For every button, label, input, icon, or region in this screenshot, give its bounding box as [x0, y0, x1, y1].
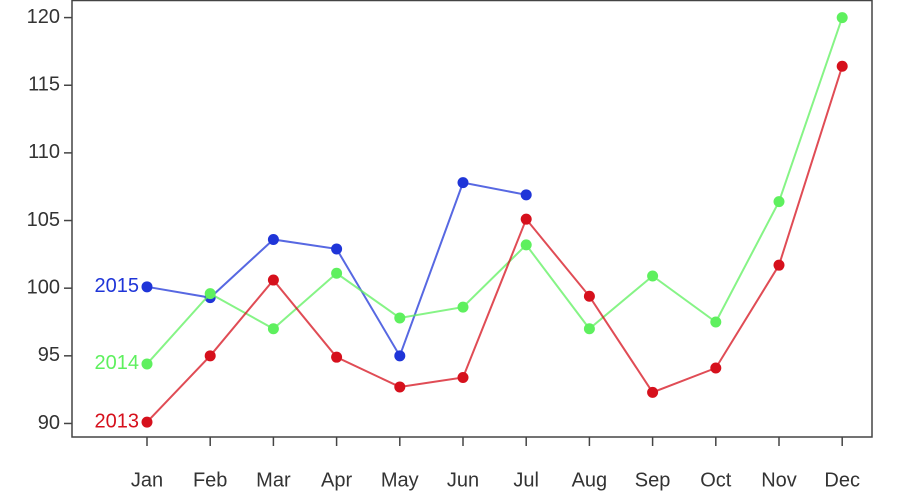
data-point	[204, 288, 216, 300]
data-point	[204, 350, 216, 362]
series-label: 2013	[95, 410, 140, 432]
data-point	[267, 274, 279, 286]
data-point	[836, 12, 848, 24]
x-tick-label: May	[381, 469, 419, 491]
data-point	[141, 358, 153, 370]
x-tick-label: Dec	[824, 469, 860, 491]
data-point	[520, 213, 532, 225]
data-point	[141, 281, 153, 293]
plot-frame	[71, 0, 873, 438]
data-point	[394, 350, 406, 362]
data-point	[520, 189, 532, 201]
data-point	[583, 323, 595, 335]
data-point	[394, 381, 406, 393]
x-tick-label: Feb	[193, 469, 227, 491]
data-point	[267, 323, 279, 335]
data-point	[331, 243, 343, 255]
data-point	[773, 259, 785, 271]
y-tick-label: 95	[38, 344, 60, 366]
data-point	[647, 386, 659, 398]
y-tick-label: 100	[27, 276, 60, 298]
data-point	[836, 60, 848, 72]
data-point	[773, 196, 785, 208]
data-point	[583, 290, 595, 302]
data-point	[710, 362, 722, 374]
data-point	[457, 177, 469, 189]
data-point	[457, 301, 469, 313]
x-tick-label: Apr	[321, 469, 352, 491]
data-point	[457, 371, 469, 383]
data-point	[647, 270, 659, 282]
data-point	[394, 312, 406, 324]
data-point	[331, 267, 343, 279]
series-line	[146, 65, 844, 423]
data-point	[520, 239, 532, 251]
y-tick-label: 110	[28, 141, 60, 163]
series-line	[146, 17, 844, 365]
data-point	[267, 233, 279, 245]
x-tick-label: Aug	[572, 469, 608, 491]
data-point	[710, 316, 722, 328]
y-tick-label: 120	[27, 6, 60, 28]
x-tick-label: Oct	[700, 469, 732, 491]
y-tick-label: 90	[38, 412, 60, 434]
series-label: 2014	[95, 352, 140, 374]
x-tick-label: Jul	[513, 469, 539, 491]
x-tick-label: Sep	[635, 469, 671, 491]
data-point	[141, 416, 153, 428]
x-tick-label: Nov	[761, 469, 797, 491]
y-tick-label: 115	[28, 74, 60, 96]
series-label: 2015	[95, 275, 140, 297]
x-tick-label: Jan	[131, 469, 163, 491]
data-point	[331, 351, 343, 363]
x-tick-label: Jun	[447, 469, 479, 491]
x-tick-label: Mar	[256, 469, 291, 491]
y-tick-label: 105	[27, 209, 60, 231]
